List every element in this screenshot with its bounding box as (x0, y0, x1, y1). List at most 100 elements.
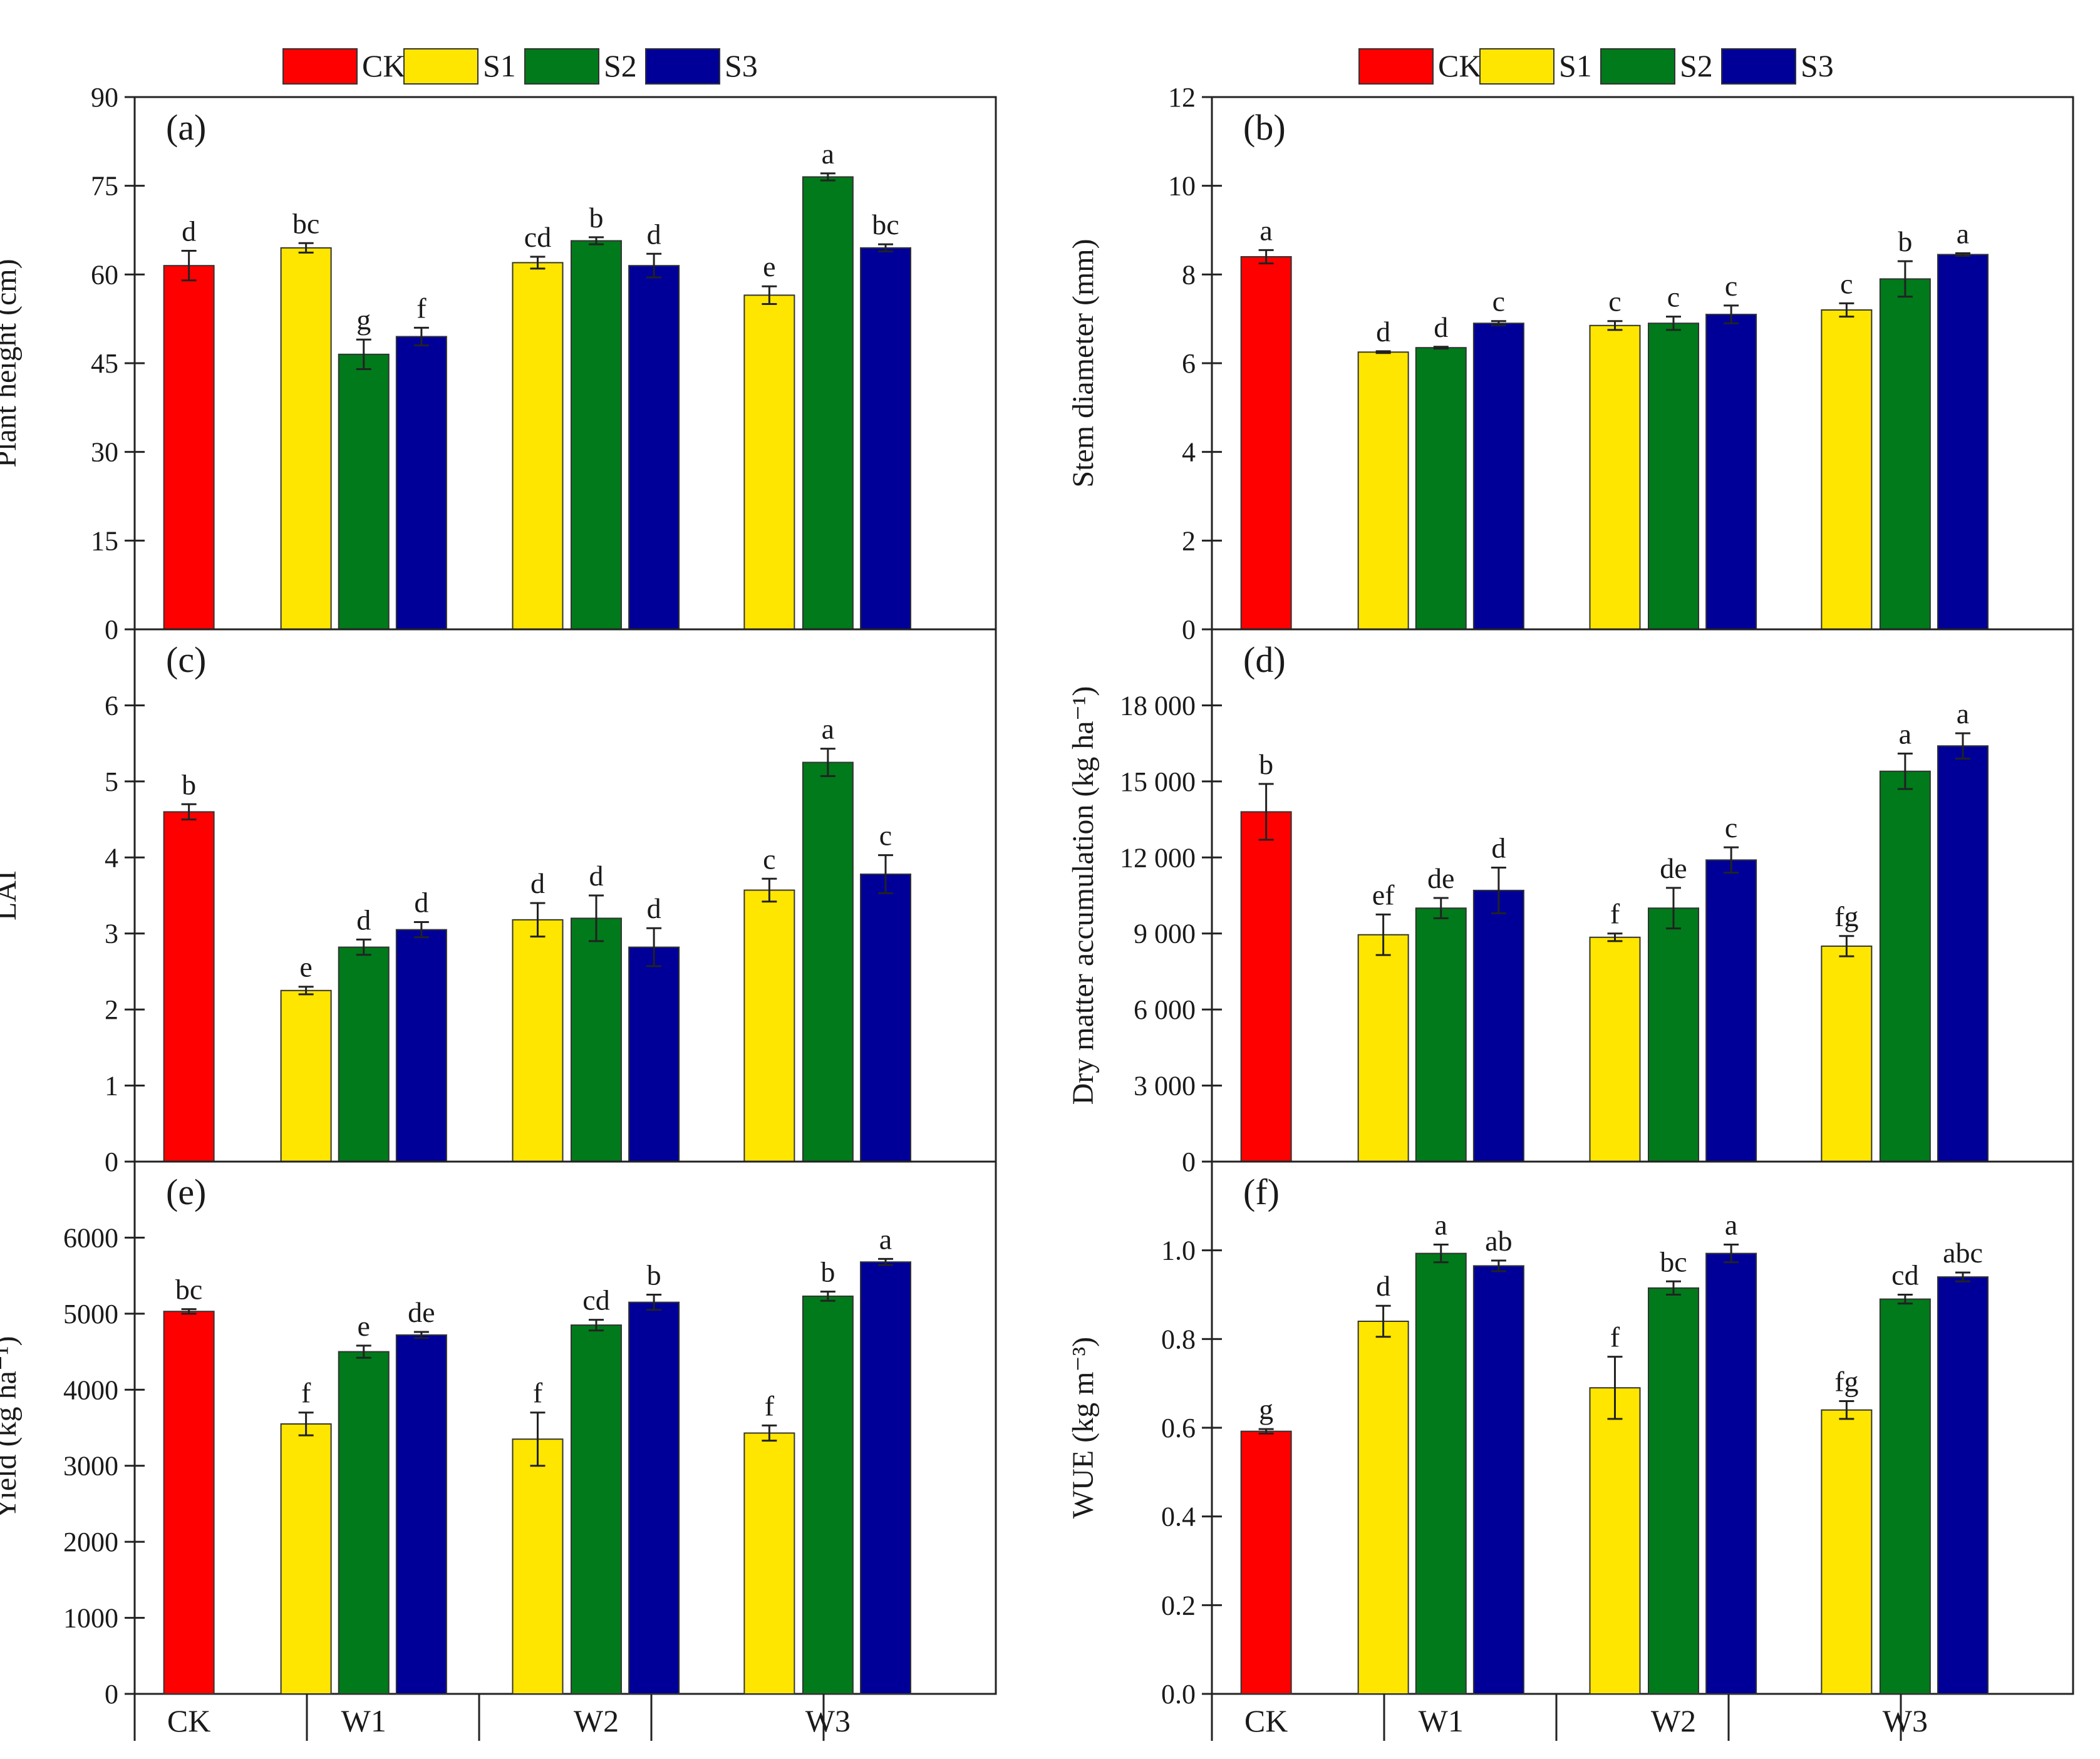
bar-W3-S2 (1879, 278, 1931, 630)
bar-W2-S2 (1648, 1287, 1699, 1695)
bar-W1-S2 (338, 946, 390, 1162)
y-tick-label: 6 (105, 690, 118, 721)
bar-W1-S3 (395, 1334, 447, 1695)
significance-label: c (1840, 267, 1853, 299)
significance-label: d (1376, 316, 1390, 348)
significance-label: cd (582, 1284, 609, 1316)
bar-W3-S2 (802, 761, 854, 1162)
significance-label: b (1898, 225, 1912, 257)
bar-W2-S1 (1589, 936, 1641, 1163)
panel-tag: (d) (1243, 639, 1286, 680)
y-tick-label: 1000 (63, 1603, 118, 1634)
legend-label: S1 (483, 48, 516, 83)
plot-frame (133, 1160, 997, 1695)
legend-left: CK S1 S2 S3 (282, 48, 758, 85)
significance-label: d (182, 215, 196, 247)
significance-label: cd (524, 221, 551, 253)
y-tick-label: 5 (105, 766, 118, 797)
bar-W3-S1 (743, 1432, 795, 1695)
bar-W1-S2 (338, 353, 390, 630)
significance-label: d (1376, 1270, 1390, 1302)
significance-label: c (1725, 812, 1737, 843)
category-label: W1 (1419, 1703, 1464, 1738)
bar-CK-CK (1240, 1430, 1292, 1695)
category-axis-1: CK W1 W2 W3 (133, 1694, 851, 1741)
bar-W3-S1 (1821, 309, 1873, 630)
panel-e: 0 1000 2000 3000 4000 5000 6000 Yield (kg ha⁻¹)… (0, 1160, 997, 1710)
significance-label: d (1491, 832, 1506, 864)
significance-label: de (1660, 852, 1687, 884)
legend-label: S3 (725, 48, 758, 83)
bar-W3-S3 (1937, 745, 1989, 1162)
y-tick-label: 45 (91, 348, 118, 379)
y-axis-label: Yield (kg ha⁻¹) (0, 1336, 23, 1520)
y-tick-label: 6 (1182, 348, 1196, 379)
significance-label: f (1610, 1321, 1620, 1353)
significance-label: b (820, 1256, 835, 1288)
panel-tag: (a) (166, 107, 206, 148)
significance-label: a (1725, 1209, 1737, 1241)
significance-label: d (647, 892, 661, 924)
bar-CK-CK (1240, 811, 1292, 1162)
bar-W1-S2 (338, 1351, 390, 1695)
bar-W3-S2 (802, 176, 854, 630)
y-tick-label: 12 000 (1120, 842, 1196, 873)
legend-swatch (645, 48, 720, 85)
bar-W3-S1 (1821, 945, 1873, 1162)
y-tick-label: 0.4 (1161, 1502, 1196, 1532)
bar-W1-S2 (1415, 907, 1467, 1162)
significance-label: fg (1834, 900, 1858, 932)
y-tick-label: 6 000 (1134, 994, 1196, 1025)
bar-W3-S3 (860, 874, 911, 1162)
y-tick-label: 90 (91, 82, 118, 113)
bar-W3-S3 (1937, 1276, 1989, 1695)
bar-W2-S2 (571, 917, 622, 1163)
y-tick-label: 4 (1182, 437, 1196, 468)
y-tick-label: 2 (105, 994, 118, 1025)
panel-tag: (f) (1243, 1172, 1280, 1212)
y-tick-label: 15 000 (1120, 766, 1196, 797)
significance-label: d (1434, 311, 1448, 343)
bar-W3-S3 (860, 247, 911, 631)
significance-label: cd (1891, 1259, 1918, 1291)
legend-swatch (1721, 48, 1796, 85)
significance-label: bc (292, 207, 319, 239)
significance-label: c (879, 820, 892, 852)
significance-label: b (647, 1259, 661, 1291)
panel-c: 0 1 2 3 4 5 6 LAI (c) b e d d d d d c a c (0, 628, 997, 1177)
y-tick-label: 4 (105, 842, 118, 873)
legend-swatch (282, 48, 358, 85)
significance-label: g (1259, 1393, 1273, 1425)
y-tick-label: 10 (1168, 171, 1196, 202)
significance-label: e (358, 1310, 370, 1342)
legend-label: S3 (1801, 48, 1834, 83)
bar-W3-S3 (860, 1261, 911, 1695)
significance-label: b (589, 202, 604, 234)
significance-label: c (1608, 286, 1621, 317)
panel-d: 0 3 000 6 000 9 000 12 000 15 000 18 000 Dry ma… (1067, 628, 2074, 1177)
y-tick-label: 15 (91, 525, 118, 556)
bar-W2-S3 (1705, 1252, 1757, 1695)
bar-W2-S3 (1705, 859, 1757, 1163)
legend-swatch (1479, 48, 1554, 85)
significance-label: d (647, 218, 661, 250)
bar-W2-S3 (628, 946, 680, 1162)
bar-W3-S1 (743, 294, 795, 630)
bar-W3-S2 (1879, 770, 1931, 1162)
bar-CK-CK (163, 265, 215, 630)
significance-label: a (879, 1223, 892, 1255)
significance-label: d (356, 904, 371, 936)
bar-W1-S2 (1415, 1252, 1467, 1695)
y-tick-label: 0 (105, 614, 118, 645)
bar-W1-S3 (1472, 322, 1524, 630)
bar-W2-S2 (1648, 907, 1699, 1162)
significance-label: d (530, 867, 545, 899)
significance-label: d (589, 860, 604, 892)
panel-tag: (e) (166, 1172, 206, 1212)
significance-label: bc (1660, 1246, 1687, 1277)
significance-label: c (763, 843, 775, 875)
bar-W2-S2 (1648, 322, 1699, 630)
category-label: W3 (805, 1703, 851, 1738)
bar-W2-S1 (1589, 1387, 1641, 1695)
